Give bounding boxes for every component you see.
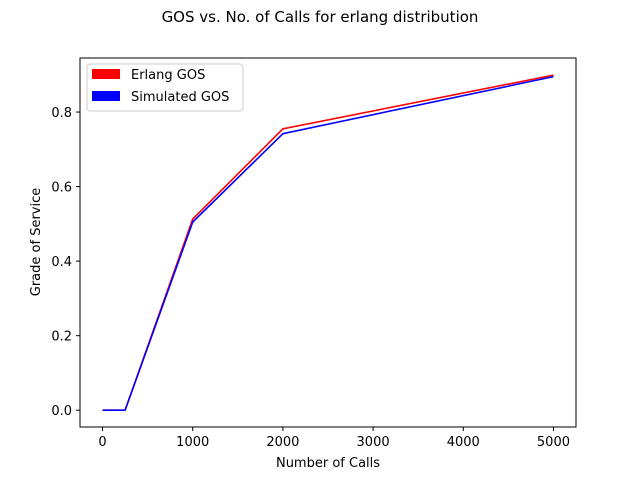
plot-area: 0 1000 2000 3000 4000 5000 0.0 0.2 0.4 0.6 0.8	[51, 57, 577, 450]
y-tick-label: 0.2	[51, 330, 72, 345]
y-axis-label: Grade of Service	[29, 188, 44, 296]
legend-swatch-erlang-gos	[92, 69, 120, 79]
legend-label-simulated-gos: Simulated GOS	[131, 90, 229, 105]
series-line-simulated-gos	[102, 75, 554, 412]
y-tick-label: 0.8	[51, 106, 72, 121]
chart-title: GOS vs. No. of Calls for erlang distribu…	[162, 8, 479, 26]
axes-frame	[79, 57, 577, 428]
series-layer	[102, 74, 554, 412]
legend: Erlang GOS Simulated GOS	[86, 63, 244, 112]
x-axis-label: Number of Calls	[276, 456, 380, 471]
y-tick-label: 0.6	[51, 181, 72, 196]
y-axis-ticks: 0.0 0.2 0.4 0.6 0.8	[51, 106, 80, 419]
legend-frame	[86, 63, 244, 112]
y-tick-label: 0.0	[51, 404, 72, 419]
x-axis-ticks: 0 1000 2000 3000 4000 5000	[98, 427, 570, 450]
x-tick-label: 1000	[176, 435, 209, 450]
x-tick-label: 5000	[537, 435, 570, 450]
x-tick-label: 3000	[357, 435, 390, 450]
x-tick-label: 4000	[447, 435, 480, 450]
x-tick-label: 2000	[266, 435, 299, 450]
y-tick-label: 0.4	[51, 255, 72, 270]
x-tick-label: 0	[98, 435, 106, 450]
legend-swatch-simulated-gos	[92, 91, 120, 101]
legend-label-erlang-gos: Erlang GOS	[131, 68, 205, 83]
